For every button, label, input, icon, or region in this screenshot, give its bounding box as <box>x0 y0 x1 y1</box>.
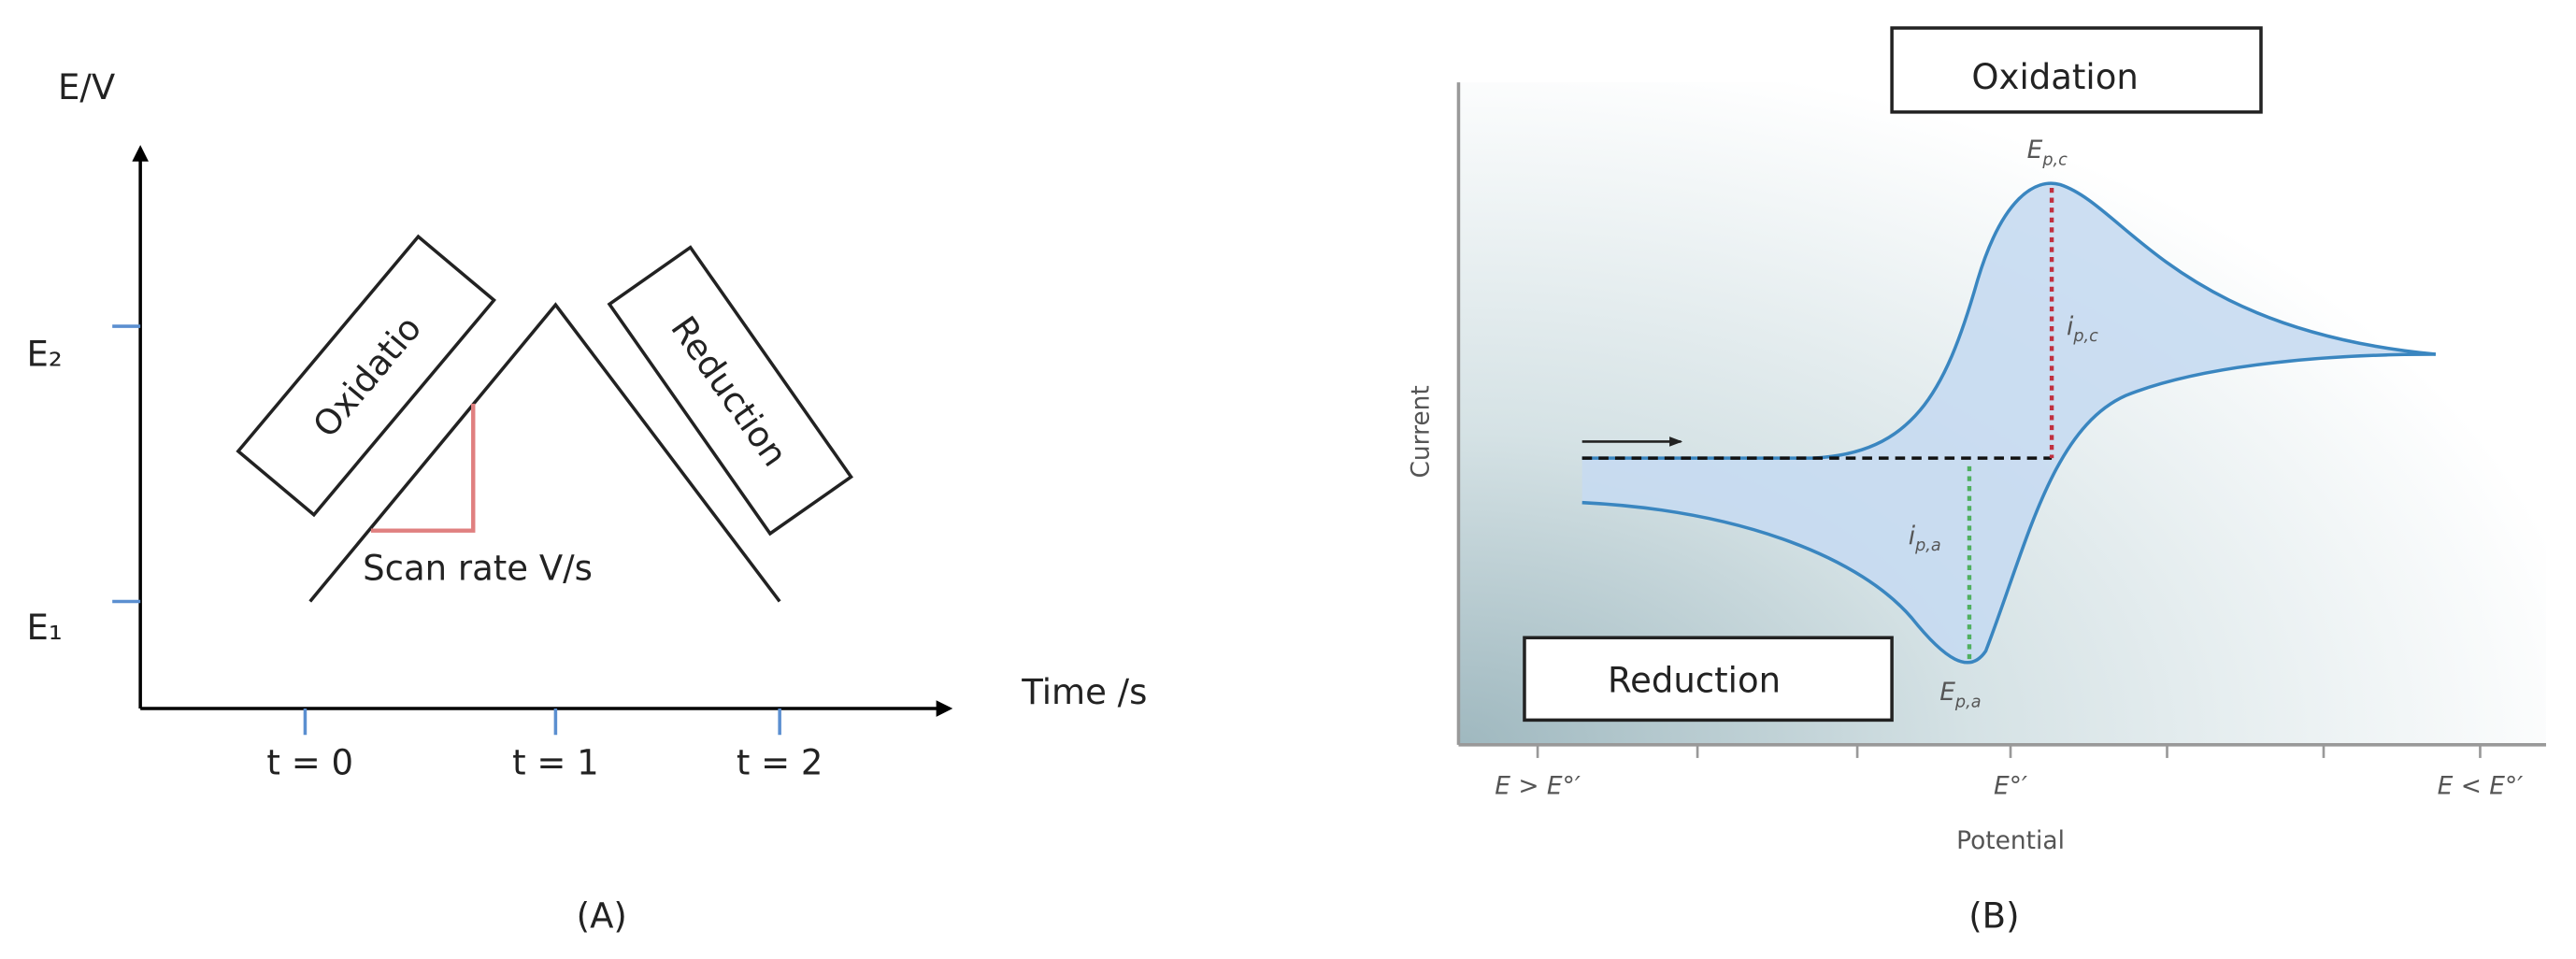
y-axis-label: E/V <box>58 67 116 107</box>
y-axis-label: Current <box>1407 385 1436 478</box>
potential-waveform <box>308 302 781 603</box>
x-tick-label: E > E°′ <box>1495 772 1581 801</box>
x-tick-label: t = 1 <box>512 743 599 783</box>
ticks <box>1536 744 2482 758</box>
symbol: i <box>1909 522 1916 551</box>
peak-label: ip,a <box>1909 522 1941 555</box>
y-tick-label: E₁ <box>27 608 63 648</box>
x-axis-label: Time /s <box>1021 672 1147 712</box>
slope-label: Scan rate V/s <box>363 549 593 589</box>
peak-label: Ep,a <box>1939 678 1981 711</box>
slope-triangle <box>370 403 476 533</box>
x-tick-label: t = 0 <box>266 743 353 783</box>
caption: (A) <box>577 896 627 937</box>
reverse-scan <box>1581 352 2436 665</box>
symbol: E <box>1939 678 1955 707</box>
symbol: i <box>2067 312 2074 341</box>
x-tick-label: E < E°′ <box>2438 772 2524 801</box>
reduction-box <box>1523 636 1894 723</box>
oxidation-box <box>1890 26 2263 114</box>
x-tick-label: t = 2 <box>737 743 823 783</box>
x-tick-label: E°′ <box>1994 772 2027 801</box>
y-tick-label: E₂ <box>27 334 63 374</box>
caption: (B) <box>1968 896 2019 937</box>
subscript: p,c <box>2041 150 2068 169</box>
oxidation-box: Oxidatio <box>236 234 496 518</box>
subscript: p,a <box>1914 537 1941 555</box>
box-label: Oxidation <box>1971 57 2138 97</box>
subscript: p,c <box>2072 327 2098 346</box>
panel-b: E > E°′ E°′ E < E°′ Potential Current Ep… <box>1407 26 2546 937</box>
box <box>236 234 496 518</box>
reduction-box: Reduction <box>607 245 853 537</box>
subscript: p,a <box>1954 693 1982 711</box>
x-axis-label: Potential <box>1956 826 2065 855</box>
box <box>607 245 853 537</box>
peak-label: Ep,c <box>2027 136 2068 169</box>
box-label: Reduction <box>1608 660 1781 700</box>
symbol: E <box>2027 136 2043 165</box>
forward-scan <box>1581 181 2437 460</box>
panel-a: E/V Time /s E₂ E₁ t = 0 t = 1 t = 2 Scan… <box>27 67 1148 937</box>
peak-label: ip,c <box>2067 312 2098 346</box>
